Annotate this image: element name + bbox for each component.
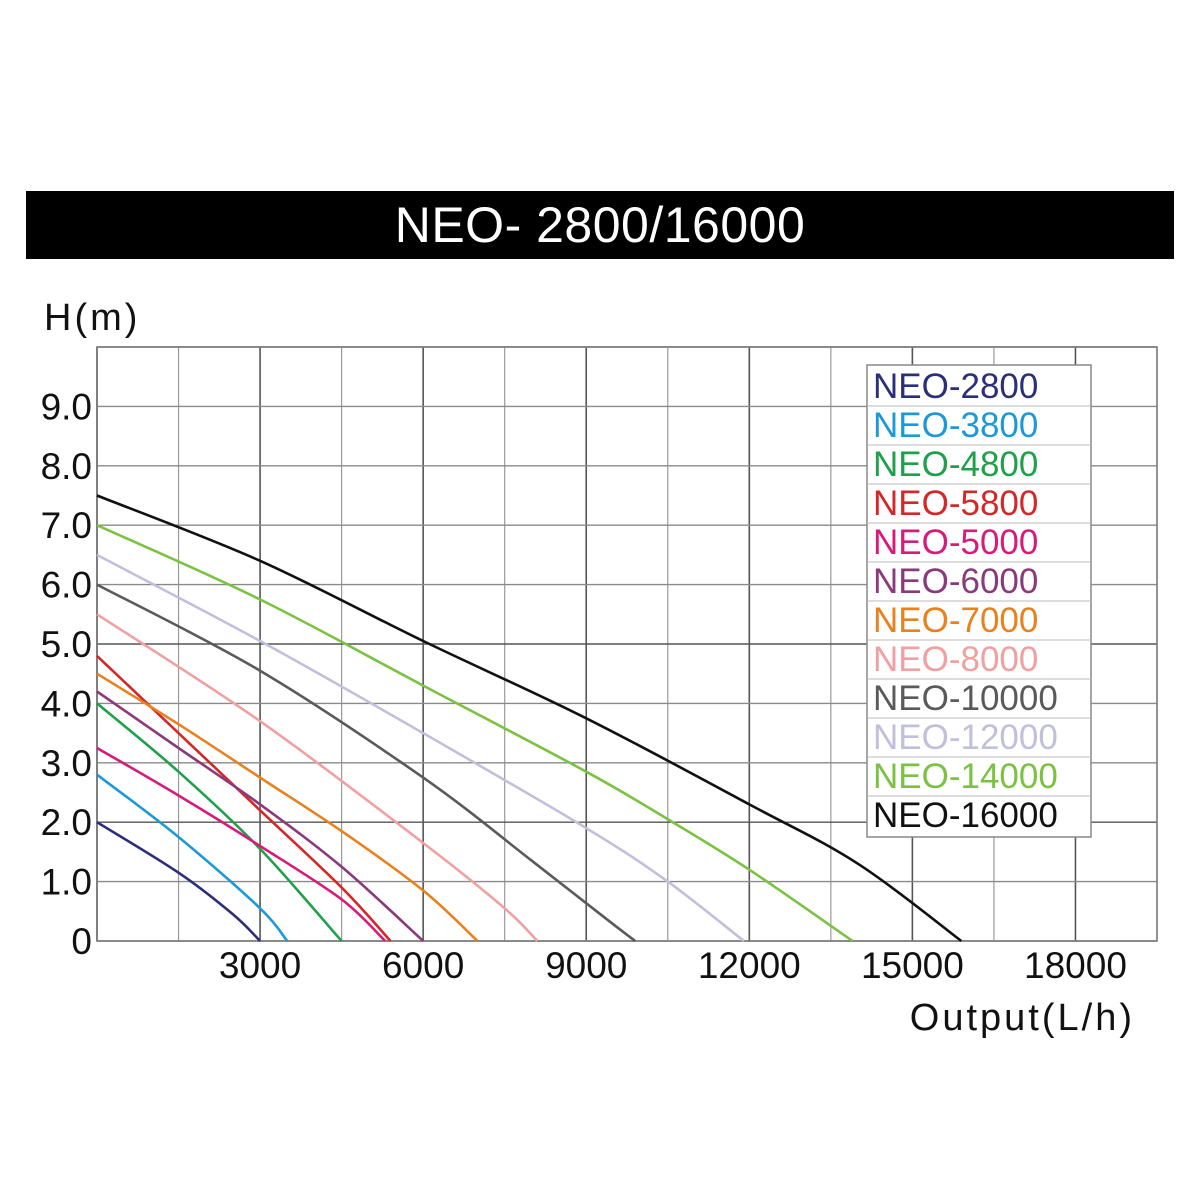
legend-entry: NEO-10000 (873, 679, 1058, 718)
series-lines (96, 494, 963, 943)
series-line-neo-14000 (96, 524, 854, 943)
legend-entry: NEO-8000 (873, 640, 1038, 679)
legend-entry: NEO-3800 (873, 406, 1038, 445)
legend: NEO-2800NEO-3800NEO-4800NEO-5800NEO-5000… (866, 364, 1092, 838)
x-axis-label: Output(L/h) (910, 997, 1135, 1039)
x-tick-label: 12000 (698, 945, 801, 986)
y-tick-label: 2.0 (41, 802, 92, 843)
series-line-neo-3800 (96, 773, 289, 942)
series-line-neo-8000 (96, 613, 539, 942)
x-tick-label: 3000 (219, 945, 301, 986)
legend-entry: NEO-12000 (873, 718, 1058, 757)
plot-frame (96, 346, 1158, 942)
legend-entry: NEO-6000 (873, 562, 1038, 601)
y-tick-label: 9.0 (41, 386, 92, 427)
chart-title-bar: NEO- 2800/16000 (26, 191, 1174, 259)
x-tick-label: 9000 (545, 945, 627, 986)
series-line-neo-2800 (96, 821, 262, 942)
x-tick-label: 18000 (1024, 945, 1127, 986)
y-tick-label: 5.0 (41, 624, 92, 665)
legend-entry: NEO-14000 (873, 757, 1058, 796)
series-line-neo-10000 (96, 583, 636, 943)
y-tick-label: 3.0 (41, 743, 92, 784)
axis-ticks: 0 1.0 2.0 3.0 4.0 5.0 6.0 7.0 8.0 9.0 3000 6000 9000… (41, 386, 1127, 986)
series-line-neo-12000 (96, 553, 745, 943)
y-tick-label: 8.0 (41, 446, 92, 487)
series-line-neo-4800 (96, 702, 343, 942)
x-tick-label: 6000 (382, 945, 464, 986)
series-line-neo-6000 (96, 690, 425, 942)
y-tick-label: 6.0 (41, 565, 92, 606)
legend-entry: NEO-2800 (873, 367, 1038, 406)
series-line-neo-5800 (96, 654, 392, 942)
y-axis-label: H(m) (44, 297, 140, 339)
series-line-neo-5000 (96, 746, 387, 942)
x-tick-label: 15000 (861, 945, 964, 986)
legend-entry: NEO-5000 (873, 523, 1038, 562)
chart-title: NEO- 2800/16000 (394, 197, 806, 253)
legend-entry: NEO-5800 (873, 484, 1038, 523)
y-tick-label: 0 (71, 921, 92, 962)
series-line-neo-7000 (96, 672, 479, 942)
y-tick-label: 7.0 (41, 505, 92, 546)
legend-entry: NEO-7000 (873, 601, 1038, 640)
legend-entry: NEO-4800 (873, 445, 1038, 484)
y-tick-label: 4.0 (41, 683, 92, 724)
series-line-neo-16000 (96, 494, 963, 943)
legend-entry: NEO-16000 (873, 796, 1058, 835)
y-tick-label: 1.0 (41, 862, 92, 903)
